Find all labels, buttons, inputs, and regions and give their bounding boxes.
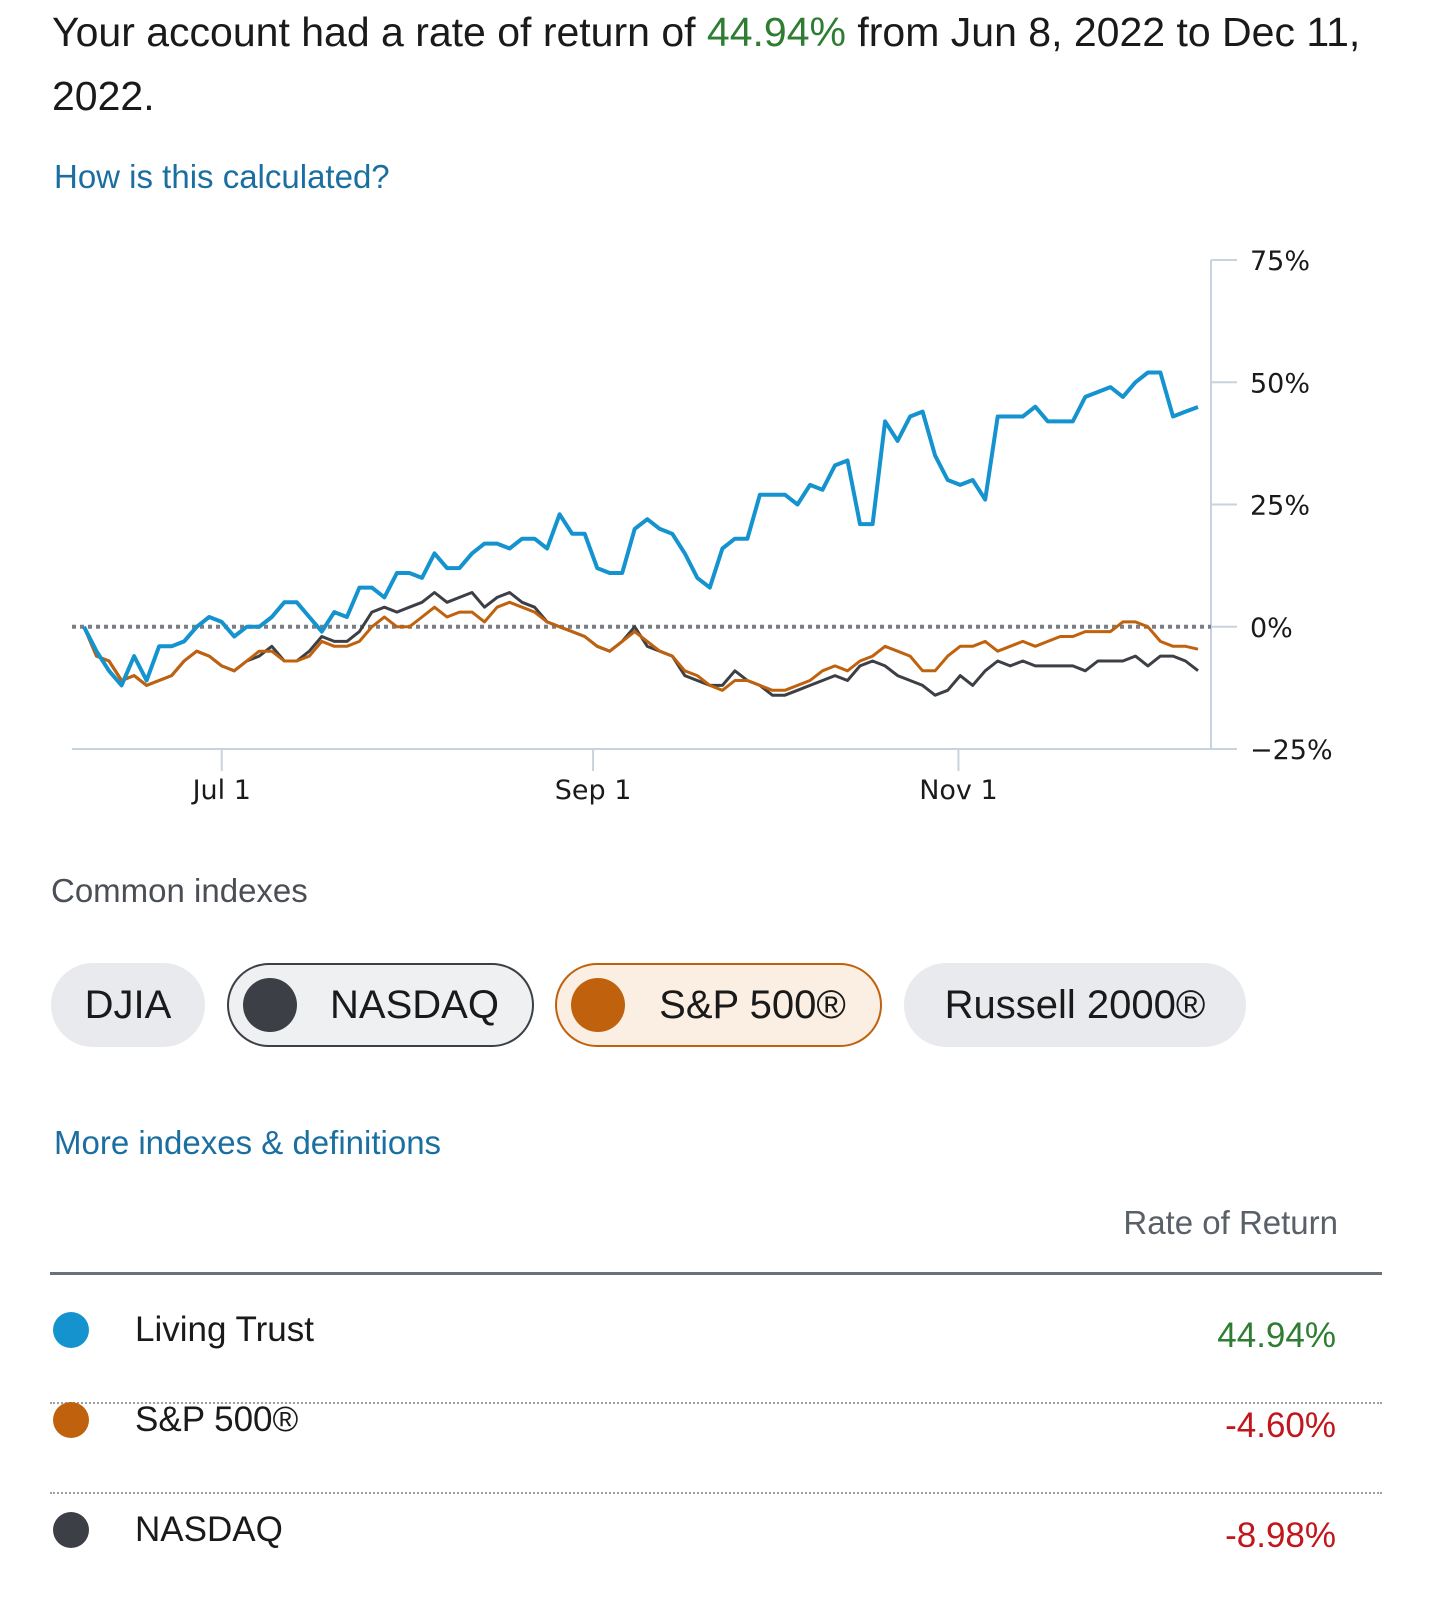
y-tick-label: 75% — [1250, 246, 1310, 277]
row-divider — [50, 1492, 1382, 1494]
pill-sp500[interactable]: S&P 500® — [555, 963, 882, 1047]
sp500-color-dot — [571, 978, 625, 1032]
pill-russell-label: Russell 2000® — [944, 982, 1206, 1027]
y-tick-label: 50% — [1250, 368, 1310, 399]
how-calculated-link[interactable]: How is this calculated? — [54, 158, 390, 195]
rate-of-return-header: Rate of Return — [1123, 1204, 1338, 1241]
summary-rate: 44.94% — [706, 9, 846, 55]
x-tick-label: Sep 1 — [555, 775, 632, 806]
y-tick-label: −25% — [1250, 735, 1333, 766]
common-indexes-title: Common indexes — [51, 872, 308, 909]
pill-nasdaq-label: NASDAQ — [330, 982, 499, 1027]
row-value: -8.98% — [1225, 1516, 1336, 1555]
return-chart: 75% 50% 25% 0% −25% Jul 1 Sep 1 Nov 1 — [72, 246, 1333, 806]
summary-suffix: from Jun 8, 2022 to Dec 11, 2022. — [52, 9, 1361, 119]
x-tick-label: Nov 1 — [919, 775, 997, 806]
table-header-rule — [50, 1272, 1382, 1275]
table-row-sp500: S&P 500® -4.60% — [50, 1386, 1382, 1494]
y-tick-label: 25% — [1250, 491, 1310, 522]
pill-nasdaq[interactable]: NASDAQ — [227, 963, 534, 1047]
row-name: Living Trust — [135, 1310, 314, 1349]
more-indexes-link[interactable]: More indexes & definitions — [54, 1124, 442, 1161]
nasdaq-dot — [53, 1512, 89, 1548]
row-value: -4.60% — [1225, 1406, 1336, 1445]
x-tick-label: Jul 1 — [191, 775, 251, 806]
series-line-s-p-500 — [82, 600, 1199, 692]
row-name: NASDAQ — [135, 1510, 283, 1549]
living-trust-dot — [53, 1312, 89, 1348]
pill-russell2000[interactable]: Russell 2000® — [904, 963, 1246, 1047]
nasdaq-color-dot — [243, 978, 297, 1032]
series-line-living-trust — [82, 370, 1199, 688]
table-row-nasdaq: NASDAQ -8.98% — [50, 1496, 1382, 1604]
pill-sp500-label: S&P 500® — [659, 982, 846, 1027]
row-value: 44.94% — [1217, 1316, 1336, 1355]
table-row-living-trust: Living Trust 44.94% — [50, 1296, 1382, 1404]
sp500-dot — [53, 1402, 89, 1438]
row-name: S&P 500® — [135, 1400, 299, 1439]
return-summary: Your account had a rate of return of 44.… — [52, 0, 1402, 128]
pill-djia-label: DJIA — [84, 982, 172, 1027]
pill-djia[interactable]: DJIA — [51, 963, 205, 1047]
summary-prefix: Your account had a rate of return of — [52, 9, 707, 55]
row-divider — [50, 1402, 1382, 1404]
y-tick-label: 0% — [1250, 613, 1293, 644]
